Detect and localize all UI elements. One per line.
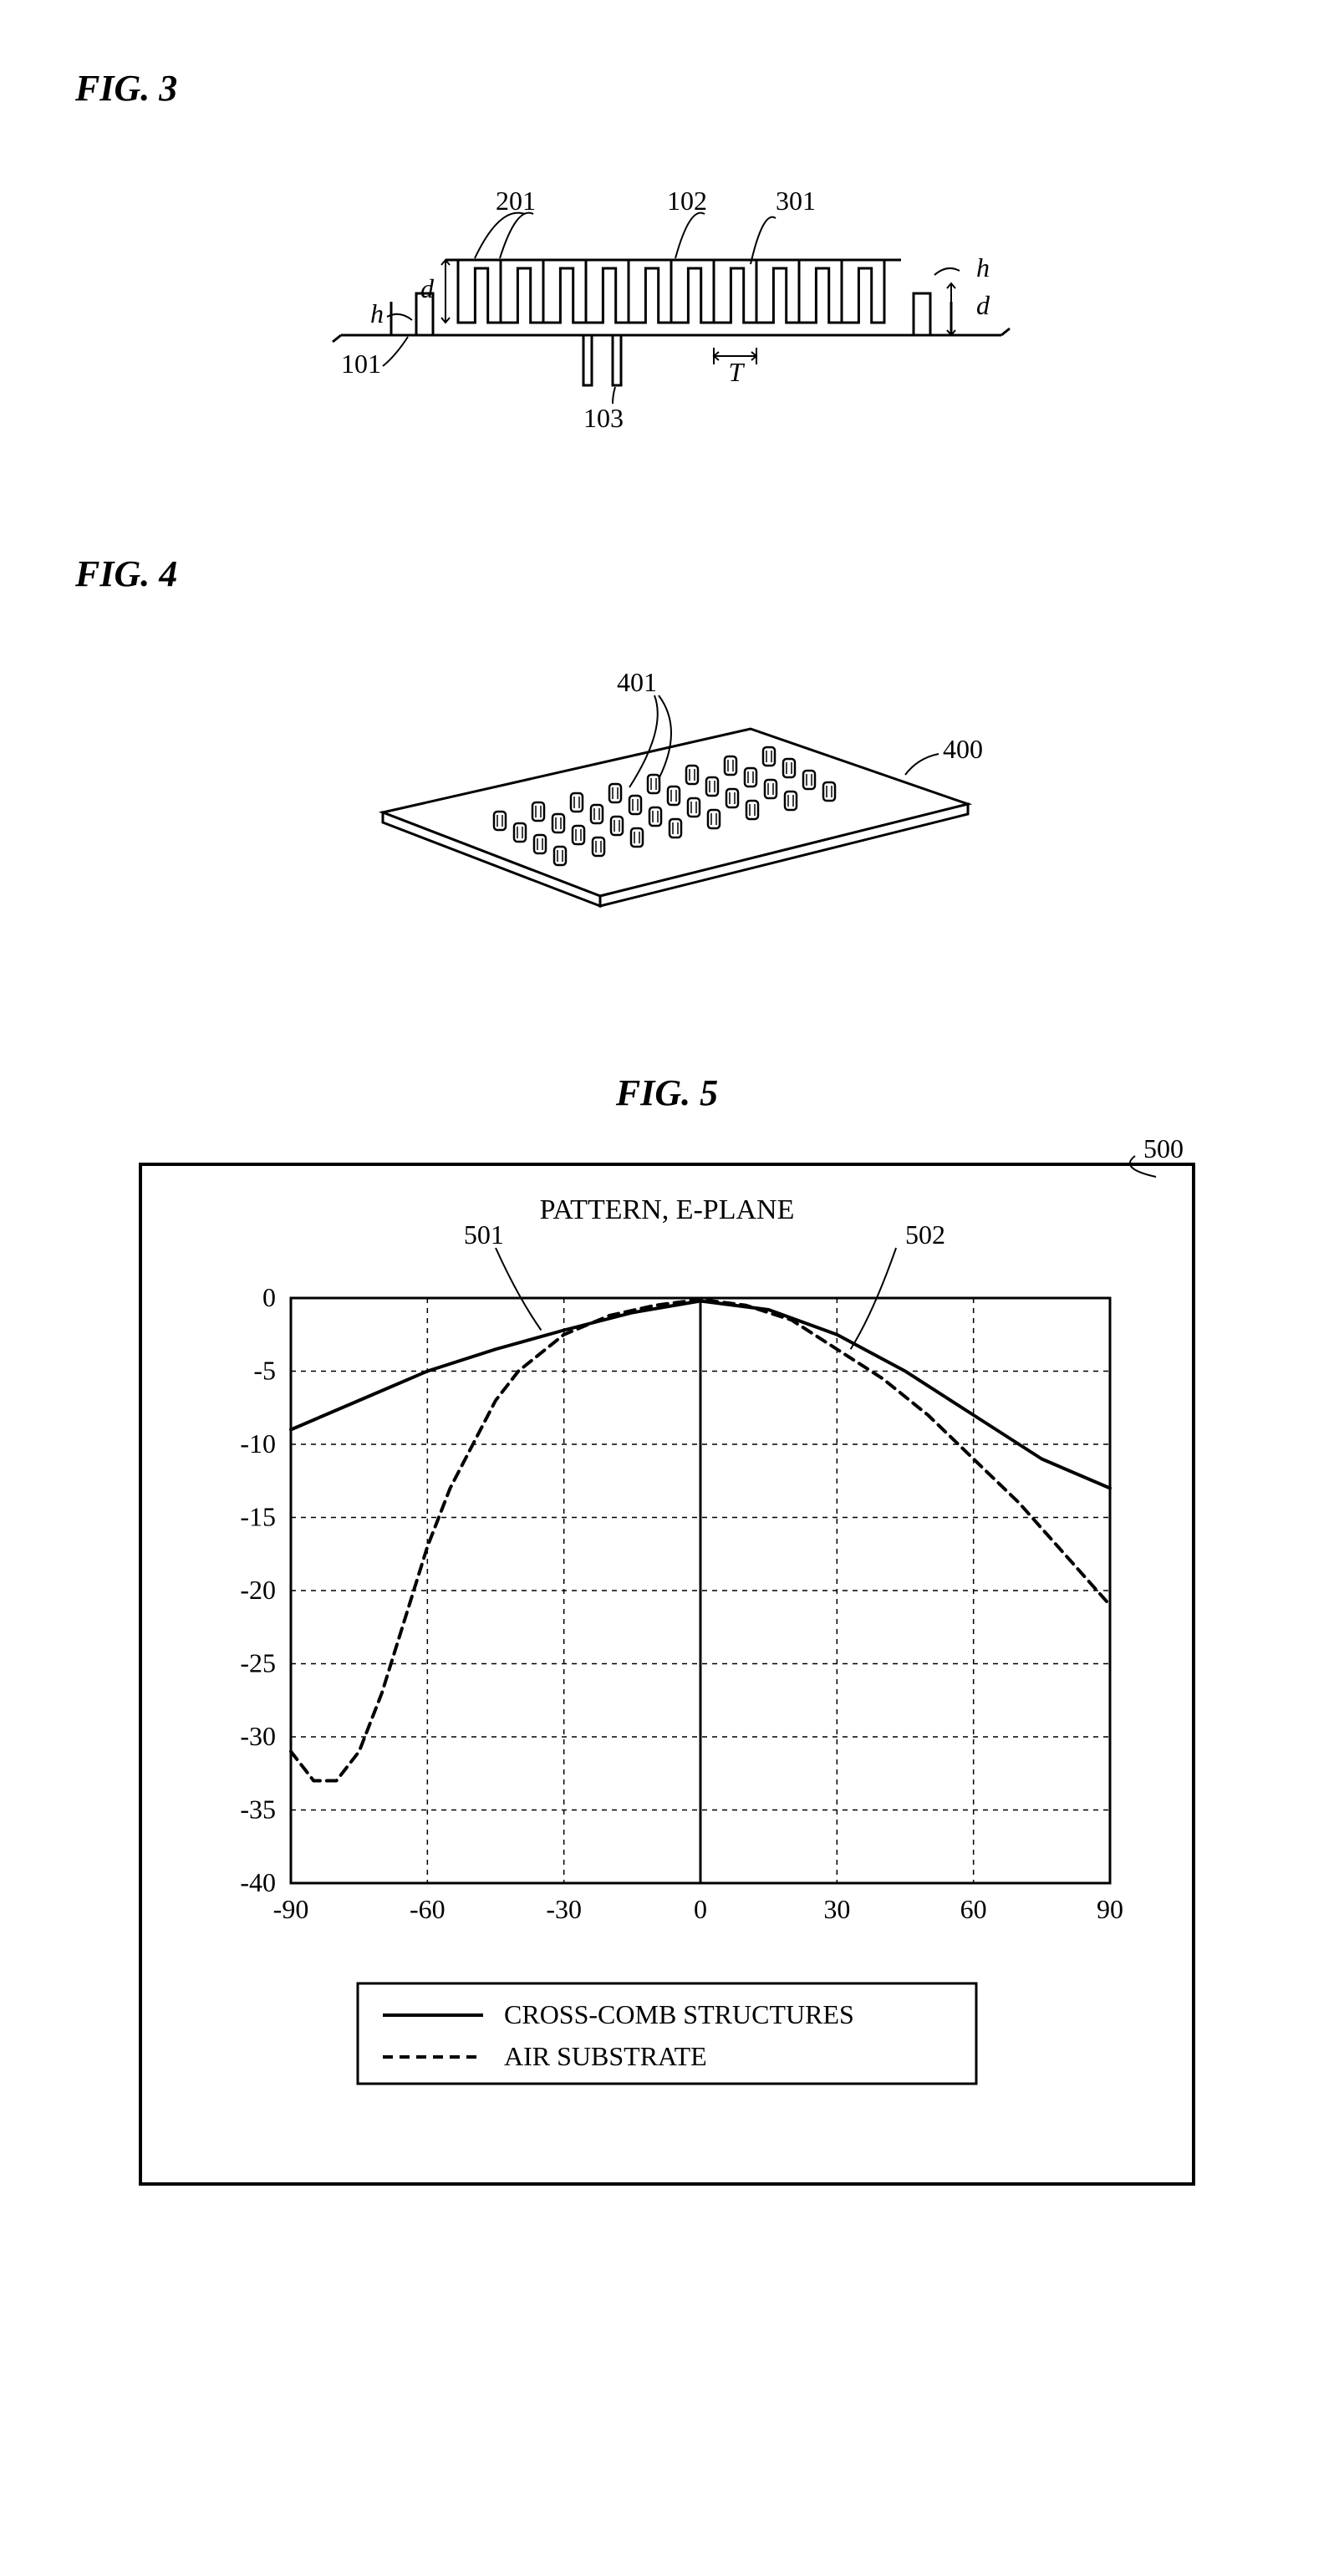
svg-text:-60: -60 — [410, 1894, 446, 1924]
svg-text:-30: -30 — [240, 1721, 276, 1751]
svg-text:-5: -5 — [253, 1356, 276, 1386]
svg-text:201: 201 — [496, 186, 536, 216]
svg-text:102: 102 — [667, 186, 707, 216]
svg-text:103: 103 — [583, 403, 624, 433]
svg-text:h: h — [370, 298, 384, 328]
svg-text:-15: -15 — [240, 1502, 276, 1532]
svg-text:-40: -40 — [240, 1867, 276, 1897]
svg-text:502: 502 — [905, 1219, 945, 1250]
svg-text:AIR SUBSTRATE: AIR SUBSTRATE — [504, 2041, 707, 2071]
svg-text:0: 0 — [694, 1894, 707, 1924]
svg-text:0: 0 — [262, 1282, 276, 1312]
svg-text:d: d — [976, 290, 990, 320]
svg-text:-25: -25 — [240, 1648, 276, 1678]
svg-text:60: 60 — [960, 1894, 987, 1924]
svg-text:T: T — [729, 357, 746, 387]
fig4-label: FIG. 4 — [75, 552, 1309, 595]
fig5-label: FIG. 5 — [616, 1072, 718, 1114]
svg-text:-35: -35 — [240, 1795, 276, 1825]
svg-text:-30: -30 — [546, 1894, 582, 1924]
svg-text:400: 400 — [943, 734, 983, 764]
svg-text:90: 90 — [1097, 1894, 1123, 1924]
fig3-diagram: dhhdT201102301101103 — [283, 135, 1051, 452]
svg-text:d: d — [420, 273, 435, 303]
svg-text:501: 501 — [464, 1219, 504, 1250]
svg-text:301: 301 — [776, 186, 816, 216]
fig5-wrap: 500 PATTERN, E-PLANE -90 -60 -30 0 30 60 90 0 -5 -1… — [25, 1139, 1309, 2209]
svg-text:-90: -90 — [273, 1894, 309, 1924]
fig4-diagram: 401 400 — [283, 620, 1051, 938]
fig4-wrap: 401 400 — [25, 620, 1309, 938]
fig3-wrap: dhhdT201102301101103 — [25, 135, 1309, 452]
svg-text:101: 101 — [341, 349, 381, 379]
svg-text:-20: -20 — [240, 1575, 276, 1605]
svg-text:30: 30 — [823, 1894, 850, 1924]
svg-text:PATTERN, E-PLANE: PATTERN, E-PLANE — [540, 1194, 795, 1225]
fig5-chart: 500 PATTERN, E-PLANE -90 -60 -30 0 30 60 90 0 -5 -1… — [115, 1139, 1219, 2209]
fig3-label: FIG. 3 — [75, 67, 1309, 109]
svg-text:500: 500 — [1143, 1139, 1184, 1163]
svg-text:-10: -10 — [240, 1428, 276, 1459]
svg-text:401: 401 — [617, 667, 657, 697]
svg-text:h: h — [976, 252, 990, 283]
svg-text:CROSS-COMB STRUCTURES: CROSS-COMB STRUCTURES — [504, 1999, 854, 2029]
